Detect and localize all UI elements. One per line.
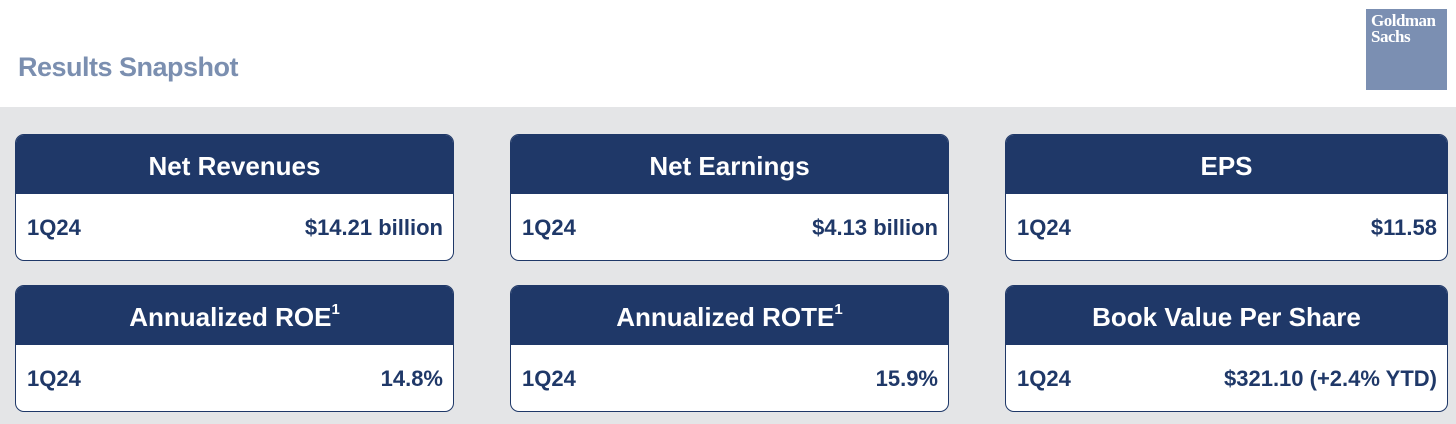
card-title: Net Revenues [16,135,453,194]
card-value: 14.8% [380,365,443,391]
logo-line: Sachs [1371,27,1411,46]
card-value: $11.58 [1370,214,1437,240]
card-net-revenues: Net Revenues 1Q24 $14.21 billion [15,134,454,261]
card-value: $14.21 billion [304,214,443,240]
card-body: 1Q24 15.9% [511,345,948,411]
header: Results Snapshot Goldman Sachs [0,0,1456,107]
card-period: 1Q24 [522,365,576,391]
card-net-earnings: Net Earnings 1Q24 $4.13 billion [510,134,949,261]
card-period: 1Q24 [1017,365,1071,391]
page-title: Results Snapshot [18,52,239,82]
card-body: 1Q24 $4.13 billion [511,194,948,260]
card-eps: EPS 1Q24 $11.58 [1005,134,1448,261]
goldman-sachs-logo: Goldman Sachs [1366,9,1447,90]
card-title-text: Net Earnings [649,151,810,181]
card-title-text: Net Revenues [148,151,321,181]
card-body: 1Q24 14.8% [16,345,453,411]
card-annualized-roe: Annualized ROE1 1Q24 14.8% [15,285,454,412]
card-title: EPS [1006,135,1447,194]
card-title-text: EPS [1200,151,1253,181]
card-book-value-per-share: Book Value Per Share 1Q24 $321.10 (+2.4% … [1005,285,1448,412]
card-title: Annualized ROE1 [16,286,453,345]
card-body: 1Q24 $11.58 [1006,194,1447,260]
card-period: 1Q24 [27,214,81,240]
card-value: $321.10 (+2.4% YTD) [1224,365,1437,391]
footnote-marker: 1 [331,301,340,318]
card-title-text: Annualized ROE [129,302,332,332]
logo-line: Goldman [1371,11,1436,30]
card-value: $4.13 billion [812,214,938,240]
card-annualized-rote: Annualized ROTE1 1Q24 15.9% [510,285,949,412]
card-period: 1Q24 [522,214,576,240]
card-body: 1Q24 $321.10 (+2.4% YTD) [1006,345,1447,411]
card-title-text: Book Value Per Share [1092,302,1361,332]
card-period: 1Q24 [27,365,81,391]
card-period: 1Q24 [1017,214,1071,240]
card-body: 1Q24 $14.21 billion [16,194,453,260]
footnote-marker: 1 [834,301,843,318]
card-title-text: Annualized ROTE [616,302,835,332]
card-title: Book Value Per Share [1006,286,1447,345]
card-title: Net Earnings [511,135,948,194]
card-value: 15.9% [875,365,938,391]
card-title: Annualized ROTE1 [511,286,948,345]
